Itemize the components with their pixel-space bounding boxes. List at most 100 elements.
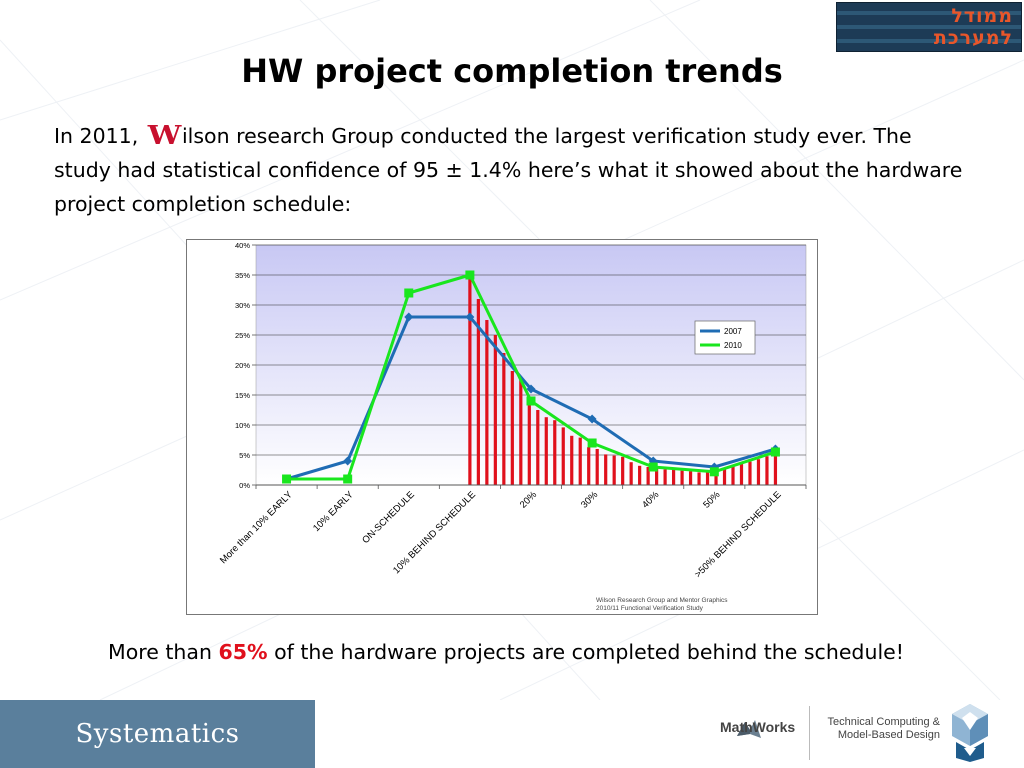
footer-tagline: Technical Computing & Model-Based Design <box>820 716 940 742</box>
x-tick-label: 20% <box>518 489 540 511</box>
shading-bar <box>561 427 565 485</box>
shading-bar <box>731 465 735 485</box>
shading-bar <box>739 464 744 485</box>
hebrew-logo-line-1: ממודל <box>951 5 1013 27</box>
shading-bar <box>621 456 625 485</box>
x-tick-label: 40% <box>640 489 662 511</box>
systematics-logo: Systematics <box>0 700 315 768</box>
shading-bar <box>578 437 582 485</box>
shading-bar <box>748 461 752 485</box>
y-tick-label: 40% <box>235 241 250 250</box>
conclusion-highlight: 65% <box>218 640 268 664</box>
shading-bar <box>671 470 676 485</box>
hebrew-logo: ממודל למערכת <box>836 2 1022 52</box>
y-tick-label: 35% <box>235 271 250 280</box>
mathworks-membrane-icon <box>737 720 761 738</box>
x-tick-label: 30% <box>579 489 601 511</box>
point-2007 <box>404 312 414 322</box>
shading-bar <box>527 398 531 485</box>
y-tick-label: 15% <box>235 391 250 400</box>
shading-bar <box>485 320 489 485</box>
shading-bar <box>519 380 523 485</box>
y-tick-label: 25% <box>235 331 250 340</box>
y-tick-label: 5% <box>239 451 250 460</box>
y-tick-label: 20% <box>235 361 250 370</box>
conclusion-start: More than <box>108 640 219 664</box>
intro-text-start: In 2011, <box>54 124 145 148</box>
shading-bar <box>510 371 514 485</box>
tagline-line-2: Model-Based Design <box>837 729 940 741</box>
footer-divider <box>809 706 810 760</box>
shading-bar <box>629 462 633 485</box>
shading-bar <box>553 420 557 485</box>
point-2010 <box>648 462 658 472</box>
shading-bar <box>722 468 727 485</box>
slide-title: HW project completion trends <box>241 52 783 90</box>
intro-text-rest: ilson research Group conducted the large… <box>54 124 963 216</box>
shading-bar <box>705 472 710 485</box>
shading-bar <box>697 472 701 485</box>
shading-bar <box>773 452 778 485</box>
shading-bar <box>536 410 540 485</box>
shading-bar <box>468 275 472 485</box>
shading-bar <box>476 299 480 485</box>
point-2010 <box>709 467 719 477</box>
shading-bar <box>663 469 667 485</box>
series-markers <box>282 270 780 484</box>
shading-bar <box>544 417 548 485</box>
y-tick-label: 10% <box>235 421 250 430</box>
intro-paragraph: In 2011, Wilson research Group conducted… <box>54 119 974 221</box>
shading-bar <box>587 447 591 485</box>
point-2007 <box>343 456 353 466</box>
x-tick-label: ON-SCHEDULE <box>360 489 417 546</box>
point-2010 <box>587 438 597 448</box>
shading-bar <box>502 353 506 485</box>
shading-bar <box>714 471 718 485</box>
point-2010 <box>526 396 536 406</box>
shading-bar <box>688 471 693 485</box>
point-2007 <box>526 384 536 394</box>
y-tick-label: 0% <box>239 481 250 490</box>
mathworks-logo-text: MathWorks <box>720 719 796 735</box>
shading-bar <box>646 467 650 485</box>
tagline-line-1: Technical Computing & <box>827 716 940 728</box>
shading-bar <box>570 435 574 485</box>
shading-bar <box>604 454 608 485</box>
x-tick-label: 10% EARLY <box>311 489 356 534</box>
legend-box <box>694 320 756 355</box>
behind-schedule-shading <box>468 275 778 485</box>
footer-bar: Systematics MathWorks Technical Computin… <box>0 700 1024 768</box>
cube-logo-icon <box>952 704 988 762</box>
source-note-line-2: 2010/11 Functional Verification Study <box>596 605 704 612</box>
hebrew-logo-line-2: למערכת <box>933 27 1013 49</box>
shading-bar <box>638 465 642 485</box>
x-axis-ticks: More than 10% EARLY 10% EARLY ON-SCHEDULE1… <box>218 485 807 580</box>
point-2010 <box>282 474 292 484</box>
shading-bar <box>680 470 684 485</box>
wilson-w-logo: W <box>147 121 182 151</box>
y-axis-ticks: 0% 5% 10% 15% 20% 25% 30% 35% 40% <box>235 241 256 490</box>
point-2010 <box>404 288 414 298</box>
point-2007 <box>465 312 475 322</box>
point-2010 <box>343 474 353 484</box>
x-tick-label: More than 10% EARLY <box>218 489 295 566</box>
source-note-line-1: Wilson Research Group and Mentor Graphic… <box>596 597 728 604</box>
y-tick-label: 30% <box>235 301 250 310</box>
completion-chart: 0% 5% 10% 15% 20% 25% 30% 35% 40% More than 10% … <box>186 239 818 615</box>
shading-bar <box>756 459 761 485</box>
shading-bar <box>493 335 497 485</box>
shading-bar <box>765 456 769 485</box>
legend-2007-label: 2007 <box>724 327 742 336</box>
legend-2010-label: 2010 <box>724 341 742 350</box>
chart-svg: 0% 5% 10% 15% 20% 25% 30% 35% 40% More than 10% … <box>218 241 807 612</box>
shading-bar <box>595 449 599 485</box>
point-2007 <box>587 414 597 424</box>
conclusion-text: More than 65% of the hardware projects a… <box>0 640 1012 664</box>
shading-bar <box>612 455 616 485</box>
x-tick-label: 50% <box>701 489 723 511</box>
legend: 2007 2010 <box>694 320 756 355</box>
point-2010 <box>465 270 475 280</box>
point-2010 <box>770 447 780 457</box>
conclusion-end: of the hardware projects are completed b… <box>267 640 904 664</box>
shading-bar <box>655 468 659 485</box>
